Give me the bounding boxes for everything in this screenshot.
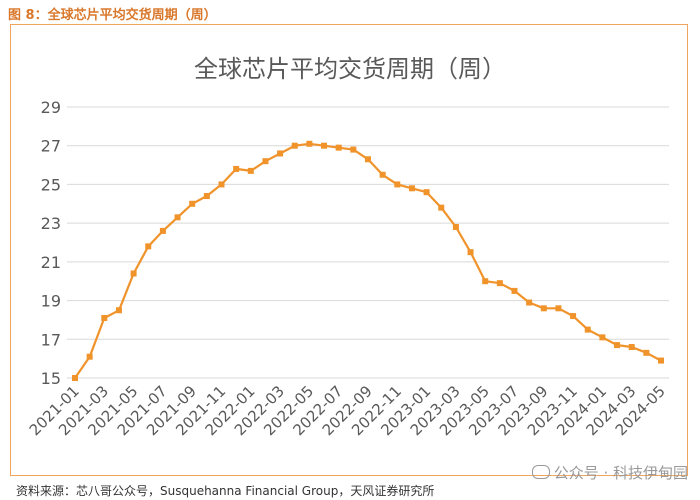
data-point [643,349,650,356]
watermark: 公众号 · 科技伊甸园 [531,462,688,483]
data-point [145,243,152,250]
source-note: 资料来源：芯八哥公众号，Susquehanna Financial Group，… [16,484,435,498]
chart-frame: 全球芯片平均交货周期（周） 15 17 19 21 23 25 27 29 2021-01 20… [10,24,688,476]
series-line [74,142,662,379]
y-tick-label: 25 [41,175,61,194]
data-point [540,305,547,312]
data-point [496,280,503,287]
data-point [247,167,254,174]
y-tick-label: 23 [41,214,61,233]
data-point [159,227,166,234]
data-point [72,375,78,381]
data-point [291,142,298,149]
y-tick-label: 29 [41,98,61,117]
data-point [599,334,606,341]
chart-title: 全球芯片平均交货周期（周） [194,55,506,83]
data-point [350,146,357,153]
y-tick-label: 17 [41,330,61,349]
data-point [277,150,284,157]
data-point [306,140,313,147]
y-tick-label: 15 [41,369,61,388]
data-point [379,171,386,178]
watermark-text: 公众号 · 科技伊甸园 [553,464,688,482]
data-point [555,305,562,312]
wechat-icon [531,465,550,479]
data-point [233,165,240,172]
data-point [218,181,225,188]
data-point [570,313,577,320]
data-point [101,314,108,321]
data-point [174,214,181,221]
data-point [438,204,445,211]
figure-caption: 图 8：全球芯片平均交货周期（周） [8,8,217,23]
data-point [189,200,196,207]
data-point [321,142,328,149]
data-point [511,287,518,294]
data-point [452,224,459,231]
data-point [584,326,591,333]
y-tick-label: 27 [41,137,61,156]
data-point [408,185,415,192]
data-point [203,193,210,200]
data-point [628,344,635,351]
y-tick-label: 19 [41,292,61,311]
data-point [658,357,664,364]
y-tick-label: 21 [41,253,61,272]
data-point [614,342,621,349]
data-point [115,307,122,314]
data-point [130,270,137,277]
data-point [262,158,269,165]
data-point [526,299,533,306]
data-point [423,189,430,196]
data-point [467,249,474,256]
data-point [394,181,401,188]
data-point [335,144,342,151]
data-point [365,156,371,163]
data-point [482,278,489,285]
data-point [86,353,93,360]
